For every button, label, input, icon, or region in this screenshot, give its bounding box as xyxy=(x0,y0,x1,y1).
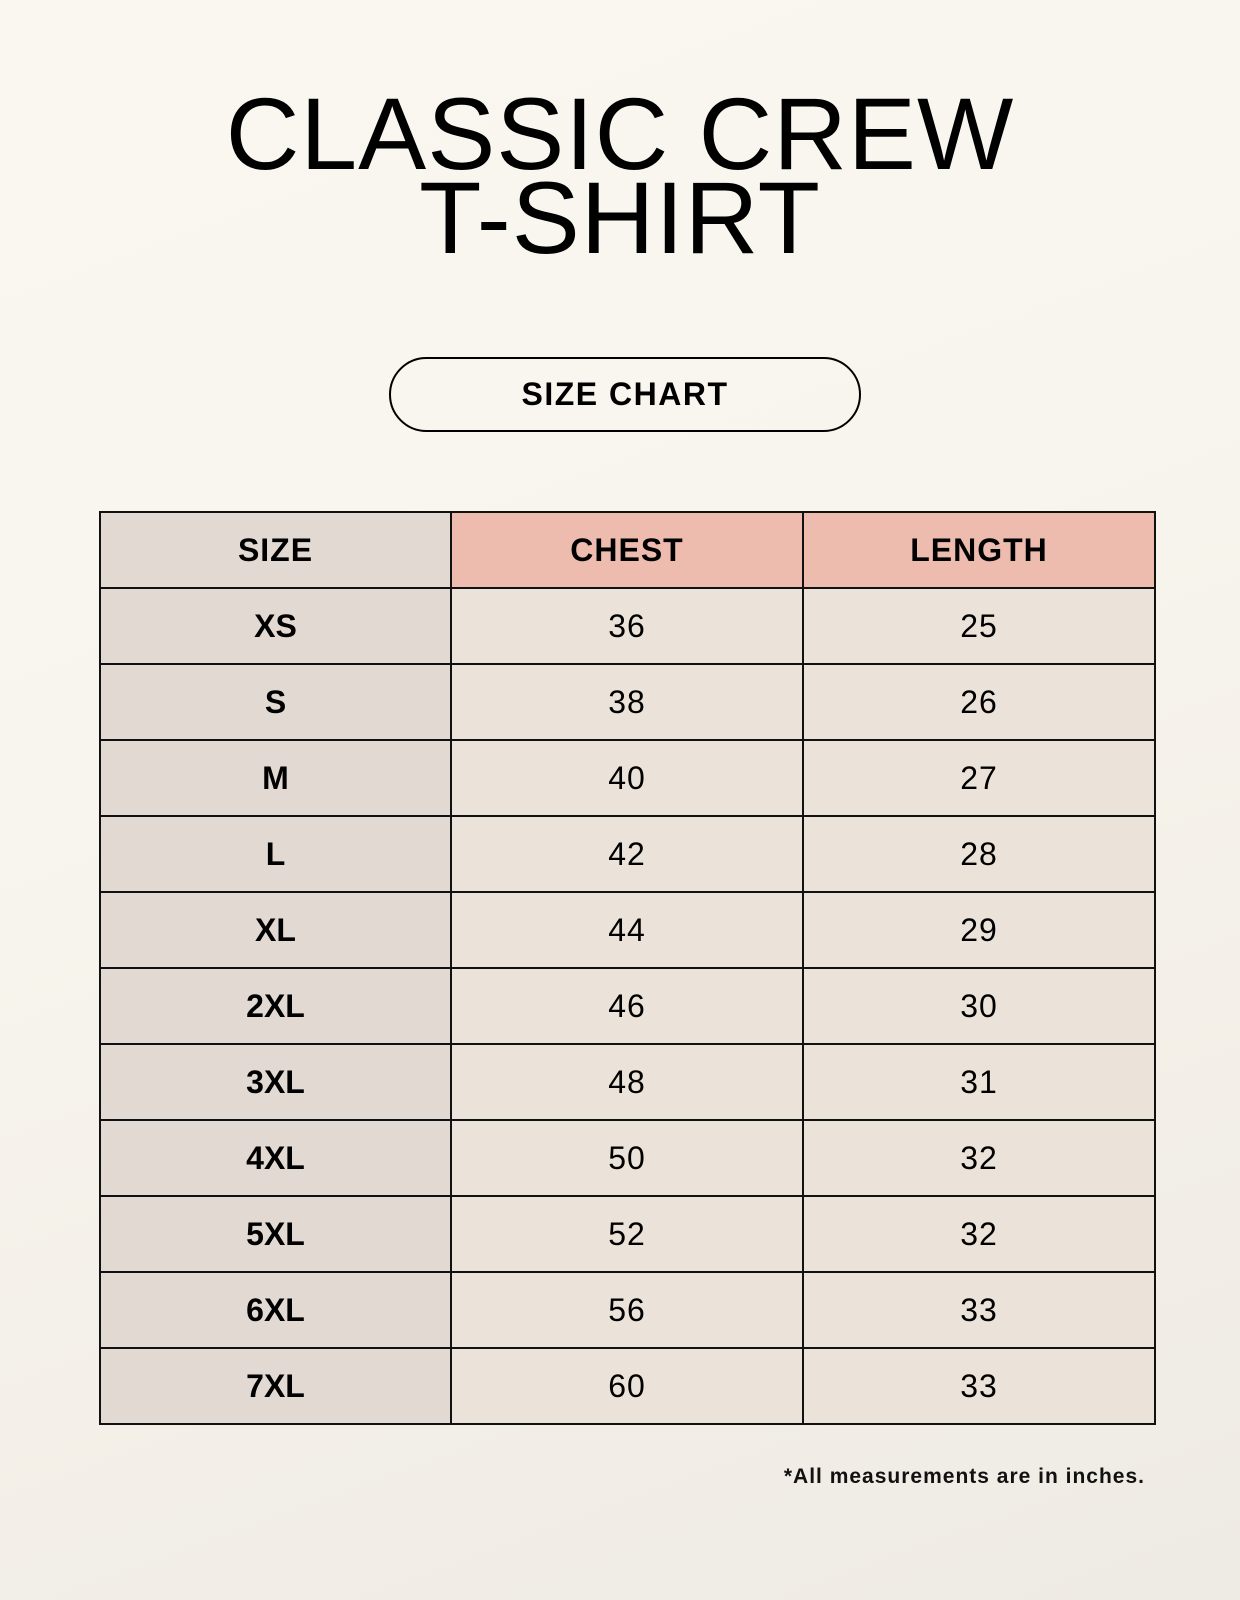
cell-length: 32 xyxy=(802,1119,1156,1197)
cell-size: XL xyxy=(99,891,452,969)
cell-size: 5XL xyxy=(99,1195,452,1273)
cell-length: 29 xyxy=(802,891,1156,969)
table-row: XL 44 29 xyxy=(99,891,1156,969)
table-row: 4XL 50 32 xyxy=(99,1119,1156,1197)
header-size: SIZE xyxy=(99,511,452,589)
table-row: 5XL 52 32 xyxy=(99,1195,1156,1273)
cell-size: 7XL xyxy=(99,1347,452,1425)
cell-chest: 44 xyxy=(450,891,804,969)
cell-size: XS xyxy=(99,587,452,665)
cell-length: 26 xyxy=(802,663,1156,741)
table-row: XS 36 25 xyxy=(99,587,1156,665)
table-row: S 38 26 xyxy=(99,663,1156,741)
cell-length: 25 xyxy=(802,587,1156,665)
header-length: LENGTH xyxy=(802,511,1156,589)
footnote: *All measurements are in inches. xyxy=(783,1465,1145,1488)
cell-length: 27 xyxy=(802,739,1156,817)
table-row: 6XL 56 33 xyxy=(99,1271,1156,1349)
cell-size: L xyxy=(99,815,452,893)
cell-chest: 46 xyxy=(450,967,804,1045)
cell-chest: 48 xyxy=(450,1043,804,1121)
cell-chest: 36 xyxy=(450,587,804,665)
table-header-row: SIZE CHEST LENGTH xyxy=(99,511,1156,589)
cell-size: 4XL xyxy=(99,1119,452,1197)
cell-chest: 38 xyxy=(450,663,804,741)
cell-length: 30 xyxy=(802,967,1156,1045)
cell-length: 32 xyxy=(802,1195,1156,1273)
title-line-1: CLASSIC CREW xyxy=(225,77,1015,191)
table-row: 2XL 46 30 xyxy=(99,967,1156,1045)
size-chart-badge: SIZE CHART xyxy=(389,357,861,432)
cell-length: 33 xyxy=(802,1271,1156,1349)
cell-chest: 60 xyxy=(450,1347,804,1425)
table-row: 3XL 48 31 xyxy=(99,1043,1156,1121)
cell-size: 2XL xyxy=(99,967,452,1045)
cell-length: 31 xyxy=(802,1043,1156,1121)
cell-chest: 50 xyxy=(450,1119,804,1197)
table-row: L 42 28 xyxy=(99,815,1156,893)
header-chest: CHEST xyxy=(450,511,804,589)
table-row: M 40 27 xyxy=(99,739,1156,817)
cell-size: S xyxy=(99,663,452,741)
size-table: SIZE CHEST LENGTH XS 36 25 S 38 26 M 40 27 L 42 28 X… xyxy=(99,511,1156,1425)
cell-length: 33 xyxy=(802,1347,1156,1425)
cell-chest: 40 xyxy=(450,739,804,817)
cell-size: 6XL xyxy=(99,1271,452,1349)
cell-size: 3XL xyxy=(99,1043,452,1121)
title-line-2: T-SHIRT xyxy=(419,161,821,275)
cell-chest: 52 xyxy=(450,1195,804,1273)
cell-length: 28 xyxy=(802,815,1156,893)
table-row: 7XL 60 33 xyxy=(99,1347,1156,1425)
cell-size: M xyxy=(99,739,452,817)
cell-chest: 56 xyxy=(450,1271,804,1349)
page-title: CLASSIC CREW T-SHIRT xyxy=(0,77,1240,275)
cell-chest: 42 xyxy=(450,815,804,893)
